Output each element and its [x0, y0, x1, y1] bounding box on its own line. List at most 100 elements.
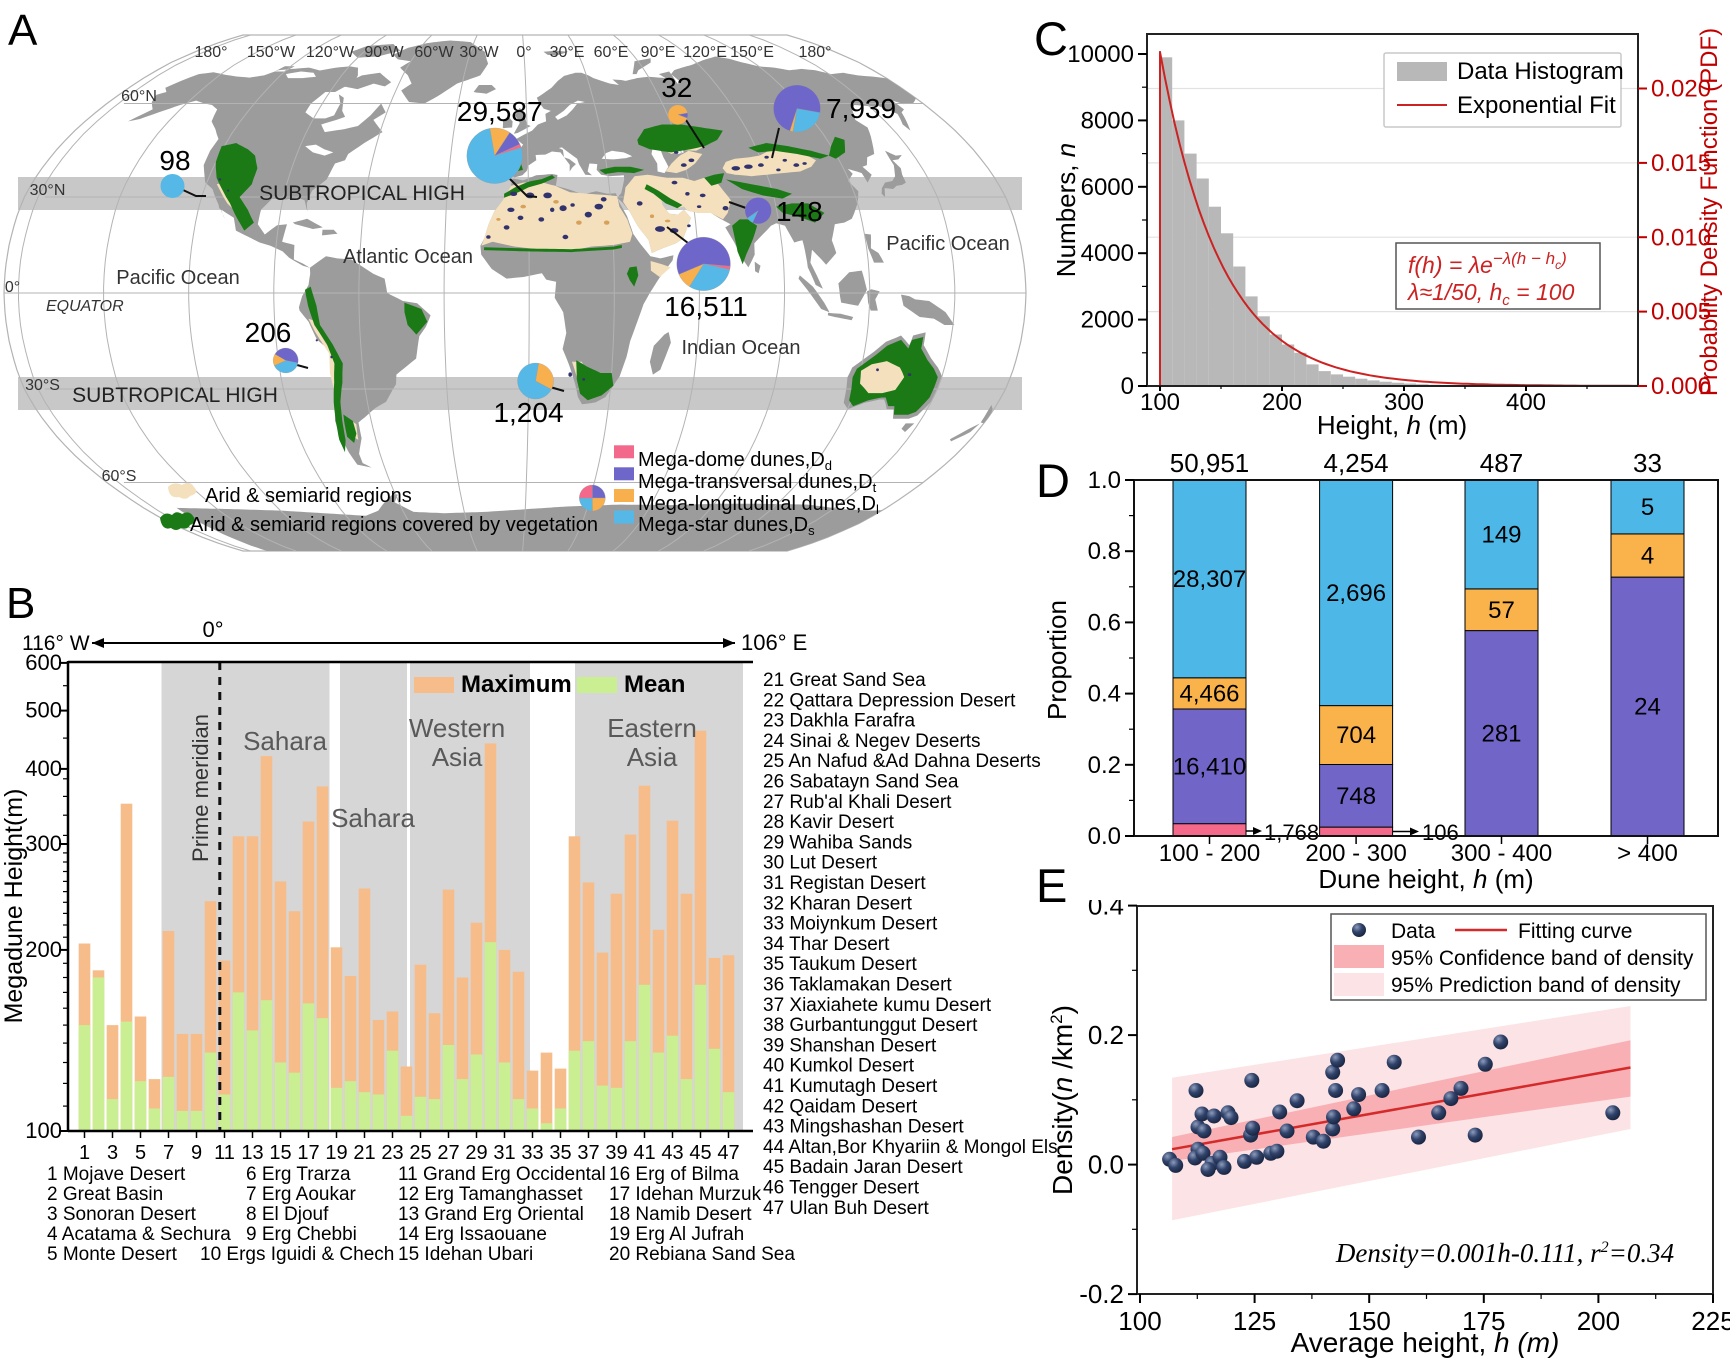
svg-text:14 Erg Issaouane: 14 Erg Issaouane — [398, 1224, 547, 1245]
svg-text:11 Grand Erg Occidental: 11 Grand Erg Occidental — [398, 1164, 606, 1185]
svg-text:30°W: 30°W — [459, 44, 499, 61]
svg-text:0°: 0° — [5, 279, 20, 296]
svg-text:21 Great Sand Sea: 21 Great Sand Sea — [763, 670, 926, 691]
svg-text:7 Erg Aoukar: 7 Erg Aoukar — [246, 1184, 357, 1205]
svg-text:25 An Nafud &Ad Dahna Deserts: 25 An Nafud &Ad Dahna Deserts — [763, 751, 1041, 772]
svg-text:Data Histogram: Data Histogram — [1457, 58, 1624, 85]
svg-text:125: 125 — [1233, 1306, 1276, 1336]
svg-text:Exponential Fit: Exponential Fit — [1457, 92, 1616, 119]
svg-text:4,466: 4,466 — [1179, 680, 1239, 707]
svg-text:100: 100 — [1140, 389, 1180, 416]
svg-text:27: 27 — [437, 1142, 459, 1164]
svg-text:98: 98 — [159, 145, 190, 176]
svg-text:λ≈1/50, hc = 100: λ≈1/50, hc = 100 — [1406, 279, 1575, 309]
svg-text:300: 300 — [1384, 389, 1424, 416]
svg-text:1,204: 1,204 — [493, 397, 563, 428]
svg-text:Pacific Ocean: Pacific Ocean — [886, 233, 1009, 255]
svg-text:0.6: 0.6 — [1088, 609, 1121, 636]
svg-text:150°W: 150°W — [247, 44, 296, 61]
svg-text:40 Kumkol Desert: 40 Kumkol Desert — [763, 1056, 915, 1077]
svg-text:11: 11 — [214, 1142, 235, 1164]
svg-text:9 Erg Chebbi: 9 Erg Chebbi — [246, 1224, 357, 1245]
svg-text:30°N: 30°N — [30, 182, 66, 199]
svg-text:704: 704 — [1336, 722, 1376, 749]
svg-text:29: 29 — [465, 1142, 487, 1164]
svg-text:Prime meridian: Prime meridian — [188, 714, 213, 862]
svg-text:Height, h (m): Height, h (m) — [1317, 410, 1467, 440]
svg-text:Average height, h (m): Average height, h (m) — [1291, 1327, 1560, 1358]
svg-text:E: E — [1036, 859, 1067, 912]
svg-text:SUBTROPICAL HIGH: SUBTROPICAL HIGH — [72, 384, 278, 407]
svg-text:Mega-transversal dunes,Dt: Mega-transversal dunes,Dt — [638, 471, 877, 495]
svg-text:19 Erg Al Jufrah: 19 Erg Al Jufrah — [609, 1224, 744, 1245]
svg-text:Sahara: Sahara — [243, 726, 327, 756]
svg-text:33 Moiynkum Desert: 33 Moiynkum Desert — [763, 914, 938, 935]
svg-text:8 El Djouf: 8 El Djouf — [246, 1204, 329, 1225]
svg-text:0.4: 0.4 — [1088, 900, 1124, 921]
svg-text:0°: 0° — [516, 44, 531, 61]
svg-text:16 Erg of Bilma: 16 Erg of Bilma — [609, 1164, 739, 1185]
svg-text:100 - 200: 100 - 200 — [1159, 840, 1260, 867]
svg-text:180°: 180° — [798, 44, 831, 61]
svg-text:Density(n /km2): Density(n /km2) — [1047, 1005, 1078, 1195]
svg-text:0.010: 0.010 — [1651, 224, 1711, 251]
svg-text:2,696: 2,696 — [1326, 580, 1386, 607]
svg-text:5: 5 — [135, 1142, 146, 1164]
svg-text:33: 33 — [521, 1142, 543, 1164]
svg-text:300 - 400: 300 - 400 — [1451, 840, 1552, 867]
svg-text:500: 500 — [25, 698, 62, 723]
svg-text:60°W: 60°W — [414, 44, 454, 61]
svg-text:Dune height, h (m): Dune height, h (m) — [1318, 864, 1533, 894]
svg-text:Data: Data — [1391, 920, 1436, 943]
svg-text:400: 400 — [1506, 389, 1546, 416]
svg-text:148: 148 — [776, 196, 823, 227]
svg-text:32 Kharan Desert: 32 Kharan Desert — [763, 893, 913, 914]
svg-text:10 Ergs Iguidi & Chech: 10 Ergs Iguidi & Chech — [200, 1244, 394, 1265]
svg-text:23: 23 — [381, 1142, 403, 1164]
svg-text:25: 25 — [409, 1142, 431, 1164]
svg-text:Sahara: Sahara — [331, 803, 415, 833]
svg-text:175: 175 — [1462, 1306, 1505, 1336]
svg-text:35: 35 — [549, 1142, 571, 1164]
svg-text:28,307: 28,307 — [1173, 566, 1246, 593]
svg-text:90°W: 90°W — [364, 44, 404, 61]
svg-text:SUBTROPICAL HIGH: SUBTROPICAL HIGH — [259, 182, 465, 205]
svg-text:42 Qaidam Desert: 42 Qaidam Desert — [763, 1096, 918, 1117]
svg-text:95% Prediction band of density: 95% Prediction band of density — [1391, 974, 1681, 997]
svg-text:7,939: 7,939 — [826, 93, 896, 124]
svg-text:17: 17 — [297, 1142, 319, 1164]
svg-text:4 Acatama & Sechura: 4 Acatama & Sechura — [47, 1224, 231, 1245]
svg-text:3 Sonoran Desert: 3 Sonoran Desert — [47, 1204, 197, 1225]
svg-text:60°E: 60°E — [594, 44, 629, 61]
svg-text:4000: 4000 — [1081, 240, 1134, 267]
svg-text:3: 3 — [107, 1142, 118, 1164]
svg-text:50,951: 50,951 — [1170, 448, 1250, 478]
svg-text:41 Kumutagh Desert: 41 Kumutagh Desert — [763, 1076, 938, 1097]
svg-text:27 Rub'al Khali Desert: 27 Rub'al Khali Desert — [763, 792, 952, 813]
svg-text:43: 43 — [661, 1142, 683, 1164]
svg-text:Arid & semiarid regions: Arid & semiarid regions — [205, 485, 412, 507]
svg-text:22 Qattara Depression Desert: 22 Qattara Depression Desert — [763, 690, 1016, 711]
svg-text:0.005: 0.005 — [1651, 299, 1711, 326]
svg-text:1.0: 1.0 — [1088, 467, 1121, 494]
svg-text:60°S: 60°S — [102, 468, 137, 485]
svg-text:0.0: 0.0 — [1088, 823, 1121, 850]
svg-text:Asia: Asia — [432, 742, 483, 772]
svg-text:149: 149 — [1481, 521, 1521, 548]
svg-text:47: 47 — [717, 1142, 739, 1164]
svg-text:Mean: Mean — [624, 671, 685, 698]
svg-text:C: C — [1034, 12, 1068, 65]
svg-text:8000: 8000 — [1081, 107, 1134, 134]
svg-text:30 Lut Desert: 30 Lut Desert — [763, 853, 878, 874]
svg-text:95% Confidence band of density: 95% Confidence band of density — [1391, 947, 1694, 970]
svg-text:1: 1 — [79, 1142, 90, 1164]
svg-text:57: 57 — [1488, 597, 1515, 624]
svg-text:1 Mojave Desert: 1 Mojave Desert — [47, 1164, 186, 1185]
svg-text:13 Grand Erg Oriental: 13 Grand Erg Oriental — [398, 1204, 584, 1225]
svg-text:35 Taukum Desert: 35 Taukum Desert — [763, 954, 918, 975]
svg-text:39: 39 — [605, 1142, 627, 1164]
svg-text:487: 487 — [1480, 448, 1523, 478]
svg-text:24: 24 — [1634, 694, 1661, 721]
svg-text:-0.2: -0.2 — [1079, 1279, 1124, 1309]
svg-text:31: 31 — [493, 1142, 515, 1164]
